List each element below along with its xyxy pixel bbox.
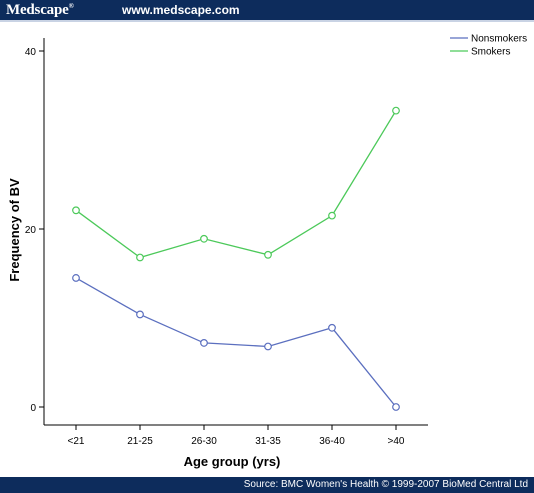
smokers-data-point	[264, 250, 272, 259]
smokers-data-point	[392, 106, 400, 115]
x-tick-label: 31-35	[255, 436, 281, 447]
footer-bar: Source: BMC Women's Health © 1999-2007 B…	[0, 477, 534, 493]
legend-label-smokers: Smokers	[471, 47, 510, 58]
nonsmokers-data-point	[72, 274, 80, 282]
nonsmokers-data-point	[328, 323, 336, 332]
nonsmokers-data-point	[136, 310, 144, 319]
nonsmokers-series-line	[75, 277, 397, 408]
y-tick-label: 40	[25, 47, 37, 58]
nonsmokers-data-point	[392, 403, 400, 411]
site-url[interactable]: www.medscape.com	[122, 3, 240, 17]
y-axis-label: Frequency of BV	[7, 178, 22, 282]
header-divider	[0, 20, 534, 22]
nonsmokers-data-point	[200, 339, 208, 347]
y-tick-label: 0	[30, 403, 36, 414]
x-tick-label: 21-25	[127, 436, 153, 447]
x-tick-label: 26-30	[191, 436, 217, 447]
smokers-data-point	[200, 234, 208, 243]
smokers-data-point	[136, 253, 144, 262]
header-bar: Medscape® www.medscape.com	[0, 0, 534, 20]
legend-label-nonsmokers: Nonsmokers	[471, 34, 527, 45]
source-credit: Source: BMC Women's Health © 1999-2007 B…	[243, 479, 528, 490]
nonsmokers-data-point	[264, 342, 272, 351]
bv-frequency-line-chart: 0 20 40 <21 21-25 26-30 31-35 36-40 >40 Frequen…	[0, 22, 534, 477]
x-tick-label: 36-40	[319, 436, 345, 447]
x-axis-label: Age group (yrs)	[184, 454, 281, 469]
x-axis-ticks: <21 21-25 26-30 31-35 36-40 >40	[68, 425, 405, 447]
y-axis-ticks: 0 20 40	[25, 47, 44, 414]
medscape-logo[interactable]: Medscape®	[6, 2, 74, 19]
smokers-series-line	[75, 110, 397, 259]
smokers-data-point	[72, 206, 80, 215]
x-tick-label: >40	[388, 436, 405, 447]
smokers-data-point	[328, 211, 336, 220]
brand-name: Medscape	[6, 2, 69, 18]
chart-legend: Nonsmokers Smokers	[450, 34, 527, 58]
series-layer	[72, 106, 400, 411]
brand-mark: ®	[68, 2, 74, 10]
x-tick-label: <21	[68, 436, 85, 447]
y-tick-label: 20	[25, 225, 37, 236]
